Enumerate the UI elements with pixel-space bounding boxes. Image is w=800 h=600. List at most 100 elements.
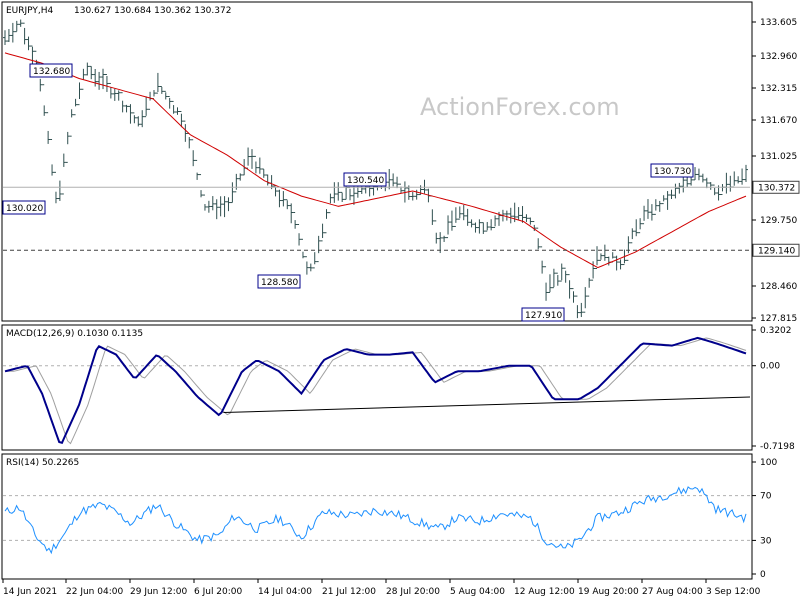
ohlc-bar [3, 30, 7, 46]
ohlc-bar [202, 194, 207, 211]
ohlc-bar [144, 96, 149, 118]
ohlc-bar [532, 221, 537, 232]
price-tick-label: 129.750 [760, 216, 797, 226]
ohlc-bar [195, 159, 200, 180]
ohlc-bar [179, 111, 184, 128]
macd-line [4, 336, 747, 445]
ohlc-bar [634, 219, 639, 237]
time-tick-label: 14 Jul 04:00 [258, 587, 312, 597]
ohlc-bar [171, 100, 176, 114]
ohlc-bar [77, 82, 82, 106]
ohlc-bar [410, 191, 415, 201]
ohlc-bar [493, 215, 498, 228]
svg-text:129.140: 129.140 [758, 246, 795, 256]
ohlc-bar [567, 274, 572, 299]
ohlc-bar [222, 196, 227, 218]
ohlc-bar [6, 29, 11, 42]
ohlc-bar [26, 36, 31, 51]
ohlc-bar [704, 177, 709, 189]
ohlc-bar [395, 176, 400, 189]
ohlc-bar [61, 153, 66, 195]
ohlc-bar [167, 96, 172, 109]
ohlc-bar [638, 218, 643, 234]
ohlc-bar [504, 210, 509, 221]
macd-tick-label: 0.00 [760, 362, 780, 372]
price-panel-frame [1, 1, 753, 322]
price-tick-label: 132.960 [760, 52, 797, 62]
ohlc-bar [112, 88, 117, 101]
svg-text:127.910: 127.910 [525, 311, 562, 321]
ohlc-bar [414, 189, 419, 200]
ohlc-bar [73, 98, 78, 116]
ohlc-bar [191, 139, 196, 167]
ohlc-bar [649, 204, 654, 221]
ohlc-bar [555, 272, 560, 286]
rsi-series [3, 486, 750, 555]
ohlc-bar [136, 116, 141, 127]
ohlc-bar [465, 208, 470, 226]
ohlc-bar [175, 107, 180, 115]
ohlc-bar [85, 62, 90, 76]
ohlc-bar [618, 259, 623, 270]
time-tick-label: 5 Aug 04:00 [450, 587, 505, 597]
ohlc-bar [740, 168, 745, 185]
svg-text:130.540: 130.540 [347, 176, 384, 186]
price-annotation: 130.730 [650, 163, 694, 178]
macd-panel-frame [1, 324, 753, 451]
price-annotation: 128.580 [257, 274, 301, 289]
ohlc-bar [387, 169, 392, 190]
ohlc-bar [716, 185, 721, 201]
ohlc-bar [438, 232, 443, 254]
ohlc-bar [273, 185, 278, 197]
ohlc-bar [473, 222, 478, 233]
ohlc-bar [469, 219, 474, 228]
time-tick-label: 6 Jul 20:00 [194, 587, 243, 597]
ohlc-bar [155, 72, 160, 94]
ohlc-bar [669, 189, 674, 200]
ohlc-bar [485, 221, 490, 232]
ohlc-bar [524, 214, 529, 222]
ohlc-bar [312, 252, 317, 269]
ohlc-bar [571, 288, 576, 303]
ohlc-bar [477, 219, 482, 234]
ohlc-bar [598, 253, 603, 261]
ohlc-bar [536, 227, 541, 250]
price-annotation: 132.680 [29, 63, 73, 78]
ohlc-bar [508, 207, 513, 224]
ohlc-header: 130.627 130.684 130.362 130.372 [74, 6, 231, 16]
time-tick-label: 28 Jul 20:00 [386, 587, 440, 597]
price-y-axis: 133.605 132.960 132.315 131.670 131.025 129.7… [752, 18, 800, 324]
ohlc-bar [712, 184, 717, 196]
price-annotation: 127.910 [521, 307, 565, 322]
ohlc-bar [653, 199, 658, 215]
ohlc-bar [332, 182, 337, 203]
price-annotation: 130.540 [343, 172, 387, 187]
ohlc-bar [226, 197, 231, 212]
ohlc-bar [304, 256, 309, 275]
price-annotations: 132.680 130.020 128.580 130.540 127.910 130.7… [2, 63, 694, 322]
price-tick-label: 132.315 [760, 84, 797, 94]
ohlc-bar [661, 195, 666, 205]
ohlc-bar [540, 246, 545, 274]
ohlc-bar [230, 182, 235, 204]
ohlc-bar [124, 104, 129, 113]
ohlc-bar [708, 182, 713, 190]
ohlc-bar [69, 109, 74, 137]
ohlc-bar [22, 22, 27, 45]
ohlc-bar [320, 223, 325, 242]
macd-panel-title: MACD(12,26,9) 0.1030 0.1135 [6, 329, 143, 339]
ohlc-bar [300, 238, 305, 259]
ohlc-bar [591, 261, 596, 281]
ohlc-bar [442, 235, 447, 242]
ohlc-bar [693, 167, 698, 181]
level-price-badge: 129.140 [752, 243, 800, 257]
ohlc-bar [53, 171, 58, 204]
price-panel-title: EURJPY,H4 [6, 6, 54, 16]
time-tick-label: 19 Aug 20:00 [578, 587, 639, 597]
time-tick-label: 3 Sep 12:00 [706, 587, 761, 597]
ohlc-bar [736, 176, 741, 184]
ohlc-bar [559, 263, 564, 282]
svg-text:132.680: 132.680 [33, 67, 70, 77]
ohlc-bar [700, 173, 705, 183]
